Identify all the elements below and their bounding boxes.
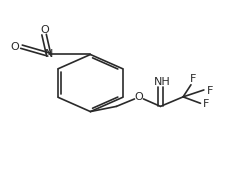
Text: O: O xyxy=(10,42,19,52)
Text: O: O xyxy=(134,92,143,102)
Text: O: O xyxy=(41,25,49,35)
Text: F: F xyxy=(206,86,212,96)
Text: N: N xyxy=(44,49,53,60)
Text: F: F xyxy=(202,99,209,109)
Text: F: F xyxy=(189,74,196,84)
Text: NH: NH xyxy=(154,77,170,87)
